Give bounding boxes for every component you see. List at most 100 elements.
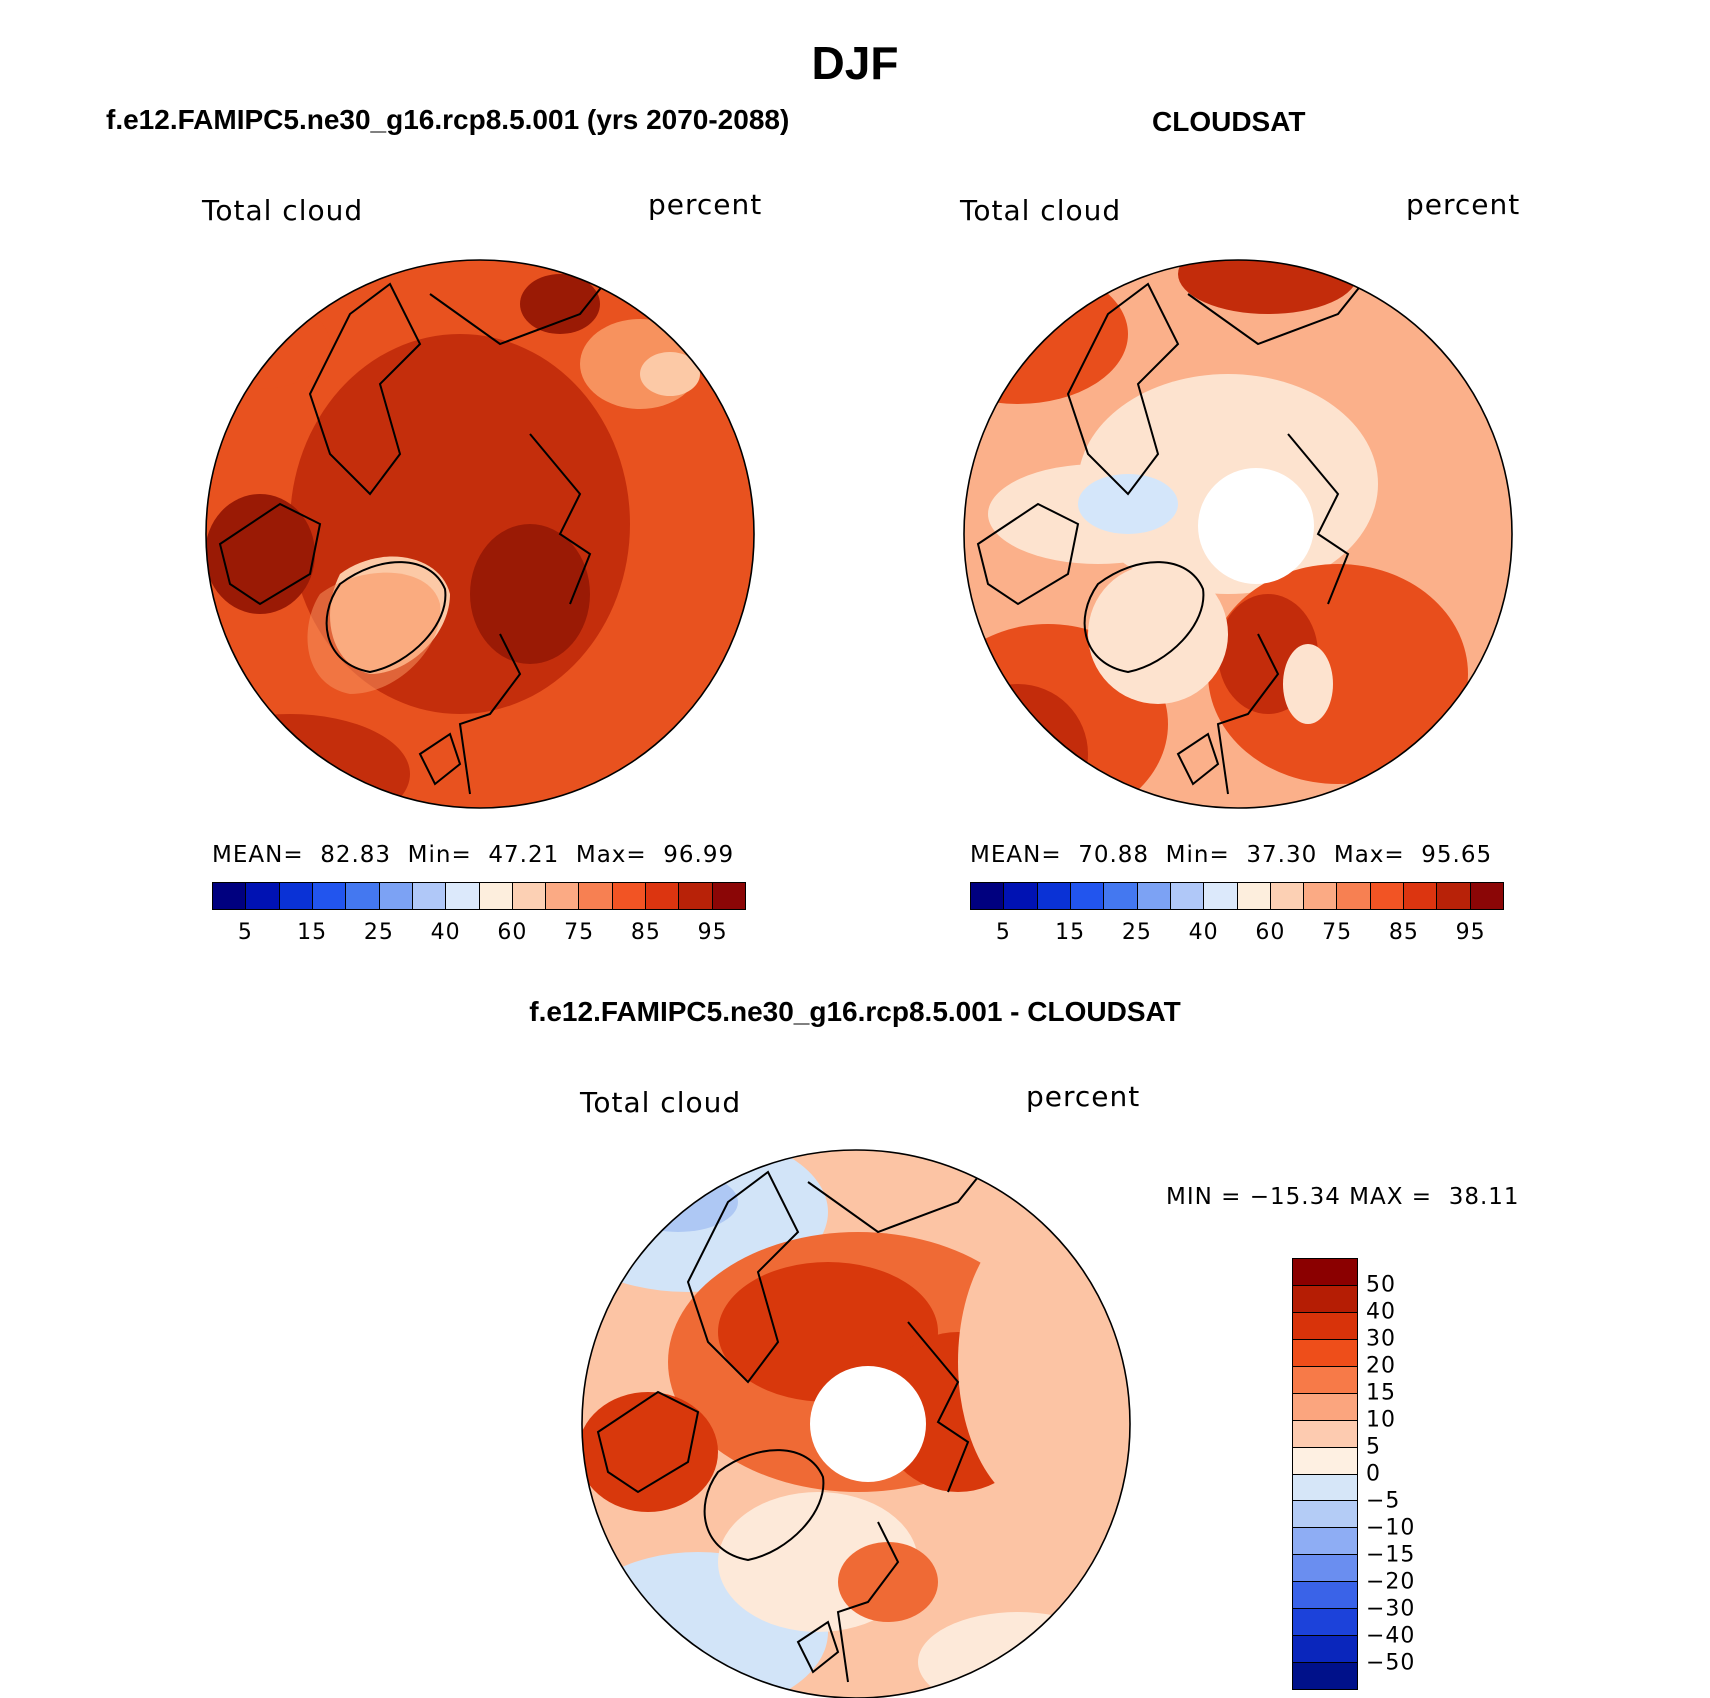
diff-colorbar (1292, 1258, 1358, 1690)
colorbar-tick-label: 5 (995, 920, 1011, 945)
diff-variable-label: Total cloud (580, 1086, 742, 1119)
colorbar-tick-label: 30 (1366, 1326, 1396, 1352)
colorbar-swatch (1293, 1474, 1357, 1502)
colorbar-swatch (412, 883, 447, 909)
coastline-hudson (218, 502, 322, 606)
model-map-boundary (205, 259, 755, 809)
diff-colorbar-ticks: 50 40 30 20 15 10 5 0 −5 −10 −15 −20 −30 −40 −50 (1366, 1258, 1446, 1690)
obs-colorbar-ticks: 5 15 25 40 60 75 85 95 (970, 920, 1504, 950)
colorbar-swatch (213, 883, 247, 909)
colorbar-swatch (1293, 1609, 1357, 1637)
colorbar-tick-label: 20 (1366, 1353, 1396, 1379)
model-polar-map (205, 259, 755, 809)
coastline-uk (1176, 732, 1220, 786)
colorbar-swatch (1237, 883, 1271, 909)
colorbar-tick-label: −20 (1366, 1569, 1416, 1595)
model-field-patch (206, 494, 315, 614)
colorbar-swatch (579, 883, 613, 909)
diff-field-patch (958, 1212, 1130, 1512)
colorbar-tick-label: 25 (363, 920, 394, 945)
colorbar-swatch (312, 883, 347, 909)
colorbar-swatch (1404, 883, 1438, 909)
model-field-greenland-ring (307, 572, 441, 694)
colorbar-swatch (1437, 883, 1471, 909)
coastline-uk (418, 732, 462, 786)
model-panel-title: f.e12.FAMIPC5.ne30_g16.rcp8.5.001 (yrs 2… (106, 104, 790, 135)
coastline-greenland (325, 561, 447, 674)
colorbar-swatch (1293, 1528, 1357, 1556)
diff-units-label: percent (1026, 1080, 1141, 1113)
colorbar-swatch (346, 883, 380, 909)
colorbar-swatch (1293, 1312, 1357, 1340)
coastline-siberia (429, 263, 621, 346)
model-colorbar (212, 882, 746, 910)
colorbar-tick-label: −10 (1366, 1515, 1416, 1541)
colorbar-swatch (1293, 1663, 1357, 1689)
diff-field-patch (582, 1392, 718, 1512)
coastline-alaska (686, 1170, 800, 1384)
colorbar-tick-label: 95 (1455, 920, 1486, 945)
colorbar-tick-label: −15 (1366, 1542, 1416, 1568)
colorbar-tick-label: 40 (1366, 1299, 1396, 1325)
diff-map-boundary (581, 1149, 1131, 1698)
colorbar-swatch (1037, 883, 1071, 909)
colorbar-swatch (446, 883, 480, 909)
model-stats: MEAN= 82.83 Min= 47.21 Max= 96.99 (212, 842, 735, 868)
colorbar-swatch (279, 883, 313, 909)
obs-colorbar (970, 882, 1504, 910)
coastline-greenland (1083, 561, 1205, 674)
colorbar-swatch (1293, 1285, 1357, 1313)
colorbar-tick-label: 25 (1121, 920, 1152, 945)
colorbar-swatch (479, 883, 513, 909)
colorbar-swatch (246, 883, 280, 909)
colorbar-tick-label: 75 (564, 920, 595, 945)
colorbar-swatch (1004, 883, 1038, 909)
figure-title: DJF (811, 37, 899, 89)
colorbar-tick-label: 75 (1322, 920, 1353, 945)
coastline-greenland (703, 1449, 825, 1562)
colorbar-swatch (1293, 1420, 1357, 1448)
colorbar-swatch (646, 883, 680, 909)
colorbar-tick-label: 5 (237, 920, 253, 945)
colorbar-tick-label: 0 (1366, 1461, 1381, 1487)
colorbar-tick-label: 5 (1366, 1434, 1381, 1460)
obs-units-label: percent (1406, 188, 1521, 221)
diff-field-patch (718, 1262, 938, 1402)
model-field-patch (520, 274, 600, 334)
obs-polar-map (963, 259, 1513, 809)
colorbar-swatch (1170, 883, 1205, 909)
colorbar-swatch (1470, 883, 1503, 909)
obs-field-patch (1178, 260, 1358, 314)
colorbar-tick-label: 50 (1366, 1272, 1396, 1298)
diff-field-patch (618, 1172, 738, 1232)
colorbar-tick-label: 85 (1388, 920, 1419, 945)
obs-field-patch (1283, 644, 1333, 724)
obs-missing-pole (1198, 468, 1314, 584)
colorbar-swatch (1293, 1393, 1357, 1421)
colorbar-tick-label: −40 (1366, 1623, 1416, 1649)
colorbar-swatch (1293, 1366, 1357, 1394)
colorbar-tick-label: 10 (1366, 1407, 1396, 1433)
diff-missing-pole (810, 1366, 926, 1482)
obs-variable-label: Total cloud (960, 194, 1122, 227)
colorbar-swatch (1137, 883, 1171, 909)
colorbar-tick-label: −30 (1366, 1596, 1416, 1622)
colorbar-swatch (1270, 883, 1305, 909)
colorbar-swatch (1293, 1447, 1357, 1475)
colorbar-swatch (546, 883, 580, 909)
obs-panel-title: CLOUDSAT (1152, 106, 1306, 137)
colorbar-swatch (679, 883, 713, 909)
model-colorbar-ticks: 5 15 25 40 60 75 85 95 (212, 920, 746, 950)
colorbar-swatch (612, 883, 647, 909)
obs-field-greenland (1088, 564, 1228, 704)
colorbar-swatch (1370, 883, 1405, 909)
coastline-alaska (1066, 282, 1180, 496)
colorbar-swatch (712, 883, 745, 909)
colorbar-swatch (1293, 1582, 1357, 1610)
coastline-russia (1287, 433, 1350, 605)
colorbar-swatch (1293, 1555, 1357, 1583)
colorbar-swatch (512, 883, 547, 909)
coastline-scandinavia (458, 633, 522, 795)
model-units-label: percent (648, 188, 763, 221)
colorbar-tick-label: 85 (630, 920, 661, 945)
